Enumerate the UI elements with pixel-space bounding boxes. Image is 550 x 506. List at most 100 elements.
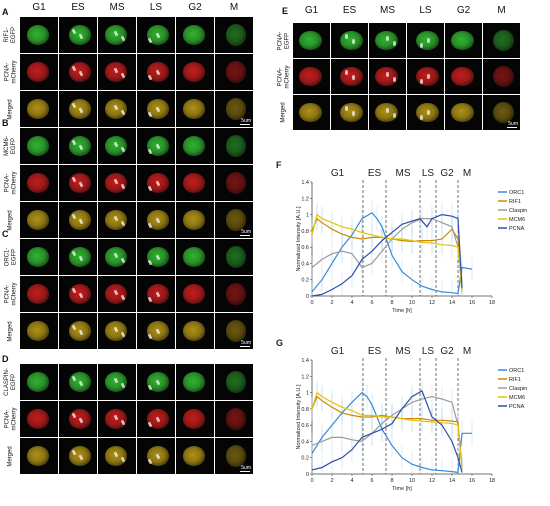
image-cell: [176, 239, 214, 275]
focus: [115, 69, 119, 73]
panel-letter: B: [2, 118, 9, 128]
phase-label: M: [463, 168, 471, 179]
focus: [149, 335, 153, 339]
row-label-text: PCNA- mCherry: [4, 60, 18, 84]
phase-header: G1: [304, 5, 319, 16]
focus: [148, 259, 152, 263]
focus: [80, 183, 84, 187]
image-cell: [59, 401, 97, 437]
y-tick-label: 0.6: [301, 423, 309, 429]
focus: [114, 289, 118, 293]
series-line-claspin: [311, 217, 463, 288]
y-tick-label: 1.4: [301, 180, 309, 186]
focus: [79, 181, 83, 185]
focus: [73, 30, 77, 34]
focus: [156, 180, 160, 184]
image-cell: [98, 438, 136, 474]
nucleus: [493, 102, 514, 123]
image-cell: [176, 313, 214, 349]
nucleus: [26, 136, 50, 156]
focus: [345, 36, 349, 40]
focus: [121, 183, 125, 187]
focus: [420, 45, 424, 49]
row-label-text: Merged: [7, 445, 14, 467]
phase-label: M: [463, 346, 471, 357]
focus: [80, 419, 84, 423]
image-cell: [215, 165, 253, 201]
focus: [122, 259, 126, 263]
panel-letter: G: [276, 338, 283, 348]
scale-bar: [240, 124, 250, 125]
focus: [393, 79, 397, 83]
y-tick-label: 0: [306, 294, 309, 300]
nucleus: [26, 99, 50, 119]
focus: [427, 40, 431, 44]
focus: [115, 254, 119, 258]
row-label-text: PCNA- mCherry: [4, 171, 18, 195]
chart-f-svg: F G1 ES MS LS G2 M 0 0.2 0.4 0.6 0.8 1 1.2 1.4 0 2 4 6 8 10 1…: [276, 160, 527, 314]
image-cell: [483, 59, 520, 94]
focus: [121, 456, 125, 460]
y-tick-label: 0: [306, 472, 309, 478]
nucleus: [225, 283, 247, 305]
scale-bar: [240, 235, 250, 236]
focus: [352, 75, 356, 79]
nucleus: [182, 446, 206, 466]
focus: [72, 213, 76, 217]
series-line-pcna: [311, 390, 463, 473]
image-cell: [137, 91, 175, 127]
x-tick-label: 10: [409, 478, 415, 484]
focus: [352, 39, 356, 43]
row-label: MCM6- EGFP: [1, 128, 21, 164]
focus: [148, 74, 152, 78]
x-tick-label: 6: [370, 300, 373, 306]
focus: [115, 143, 119, 147]
image-cell: [20, 276, 58, 312]
scale-bar: [240, 346, 250, 347]
image-cell: [137, 438, 175, 474]
image-cell: [20, 364, 58, 400]
focus: [148, 185, 152, 189]
image-cell: [59, 202, 97, 238]
series-line-pcna: [311, 213, 463, 297]
image-cell: [98, 17, 136, 53]
row-label-text: RIF1- EGFP: [4, 26, 17, 44]
focus: [149, 460, 153, 464]
focus: [420, 43, 424, 47]
legend-label: PCNA: [509, 404, 525, 410]
image-cell: [20, 128, 58, 164]
row-label: PCNA- mCherry: [1, 165, 21, 201]
x-tick-label: 16: [469, 478, 475, 484]
chart-g-svg: G G1 ES MS LS G2 M 0 0.2 0.4 0.6 0.8 1 1.2 1.4 0 2 4 6 8 10 1…: [276, 338, 527, 492]
nucleus: [26, 409, 50, 429]
image-cell: [369, 95, 406, 130]
panel-letter: D: [2, 354, 9, 364]
focus: [115, 328, 119, 332]
scale-bar: [240, 471, 250, 472]
chart-f: F G1 ES MS LS G2 M 0 0.2 0.4 0.6 0.8 1 1.2 1.4 0 2 4 6 8 10 1…: [272, 160, 550, 320]
x-axis-label: Time [h]: [392, 308, 412, 314]
focus: [156, 254, 160, 258]
x-axis-label: Time [h]: [392, 486, 412, 492]
focus: [72, 250, 76, 254]
y-tick-label: 0.6: [301, 245, 309, 251]
image-cell: [137, 128, 175, 164]
y-tick-label: 1: [306, 391, 309, 397]
focus: [114, 67, 118, 71]
image-cell: [98, 313, 136, 349]
focus: [79, 292, 83, 296]
focus: [149, 113, 153, 117]
focus: [149, 150, 153, 154]
row-label-text: Merged: [7, 320, 14, 342]
y-tick-label: 0.8: [301, 407, 309, 413]
x-tick-label: 6: [370, 478, 373, 484]
x-tick-label: 2: [330, 478, 333, 484]
focus: [114, 252, 118, 256]
row-label: RIF1- EGFP: [1, 17, 21, 53]
focus: [73, 141, 77, 145]
image-cell: [176, 276, 214, 312]
image-cell: [98, 364, 136, 400]
focus: [79, 107, 83, 111]
image-cell: [331, 59, 368, 94]
focus: [72, 412, 76, 416]
